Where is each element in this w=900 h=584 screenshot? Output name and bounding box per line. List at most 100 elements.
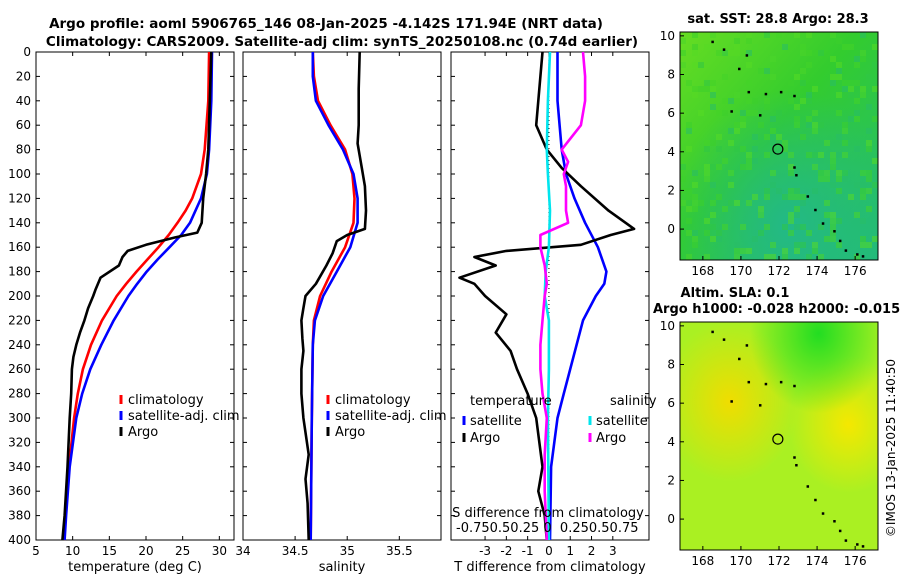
x-tick-label: -3 [479,544,491,558]
sst-pixel [854,182,860,188]
sst-pixel [764,32,770,38]
sst-pixel [782,254,788,260]
legend-label: satellite [596,414,648,429]
sst-pixel [842,176,848,182]
sst-pixel [860,188,866,194]
x-tick-label: 30 [212,544,227,558]
sst-pixel [704,230,710,236]
y-tick-label: 140 [8,216,31,230]
sla-map-title: Altim. SLA: 0.1 [681,286,790,301]
sst-pixel [758,68,764,74]
sst-pixel [830,236,836,242]
island-dot [793,94,796,98]
sst-pixel [770,134,776,140]
sst-pixel [848,116,854,122]
sst-pixel [740,116,746,122]
series-salinity-argo [539,51,587,541]
map-x-tick-label: 168 [691,264,714,278]
sst-pixel [800,224,806,230]
island-dot [722,48,726,51]
sst-pixel [872,44,878,50]
sst-pixel [806,50,812,56]
legend-group-title: salinity [610,394,657,409]
sst-pixel [794,212,800,218]
island-dot [795,463,798,467]
sst-pixel [866,146,872,152]
sst-pixel [764,104,770,110]
temperature-plot-frame [35,51,235,541]
map-x-tick-label: 170 [729,554,752,568]
sst-pixel [824,170,830,176]
sla-map [680,322,878,550]
sst-pixel [830,56,836,62]
sst-pixel [848,194,854,200]
sst-pixel [704,80,710,86]
island-dot [833,230,836,233]
sst-pixel [794,104,800,110]
sst-pixel [812,128,818,134]
sst-pixel [788,80,794,86]
sst-pixel [752,158,758,164]
sst-pixel [794,194,800,200]
sst-pixel [830,32,836,38]
sst-pixel [722,224,728,230]
sst-pixel [764,188,770,194]
series-temperature-satellite [548,52,608,541]
map-x-tick-label: 172 [768,264,791,278]
sst-pixel [722,158,728,164]
sst-pixel [710,104,716,110]
sst-pixel [782,44,788,50]
sst-pixel [770,254,776,260]
island-dot [779,380,783,384]
series-salinity-satellite [543,51,552,541]
sst-pixel [752,236,758,242]
sst-pixel [758,212,764,218]
sst-pixel [686,194,692,200]
sst-pixel [824,140,830,146]
sst-pixel [734,128,740,134]
island-dot [821,222,825,225]
x-tick-label: 0 [545,544,553,558]
island-dot [745,54,749,57]
figure-title-line2: Climatology: CARS2009. Satellite-adj cli… [46,34,638,50]
sst-pixel [824,212,830,218]
sst-pixel [860,50,866,56]
sst-pixel [854,212,860,218]
sst-pixel [806,254,812,260]
sst-pixel [746,110,752,116]
map-y-tick-label: 10 [660,29,675,43]
sst-pixel [752,146,758,152]
y-tick-label: 120 [8,191,31,205]
sst-pixel [710,32,716,38]
sst-pixel [770,170,776,176]
x-tick-label: -1 [522,544,534,558]
sst-pixel [860,242,866,248]
sst-pixel [788,230,794,236]
sst-pixel [860,194,866,200]
salinity-plot-frame [242,51,442,541]
sst-pixel [776,188,782,194]
sst-pixel [704,44,710,50]
sst-pixel [866,206,872,212]
sst-pixel [710,86,716,92]
sst-pixel [794,242,800,248]
x-tick-label: 3 [609,544,617,558]
sst-pixel [806,62,812,68]
sst-pixel [776,134,782,140]
sst-pixel [746,32,752,38]
sst-pixel [782,194,788,200]
sst-pixel [836,152,842,158]
series-climatology [62,51,211,541]
sst-pixel [800,68,806,74]
x-tick-label: 10 [65,544,80,558]
sst-pixel [836,176,842,182]
sst-pixel [794,32,800,38]
island-dot [844,249,848,252]
sst-pixel [716,146,722,152]
sst-pixel [728,98,734,104]
argo-location-marker [772,433,784,445]
sst-pixel [770,242,776,248]
sst-pixel [710,212,716,218]
series-climatology [309,51,356,541]
sst-pixel [848,86,854,92]
